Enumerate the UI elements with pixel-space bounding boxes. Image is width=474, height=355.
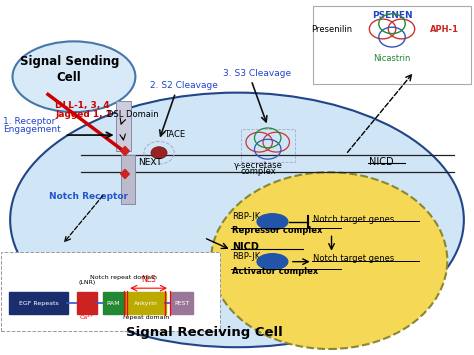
Text: Notch Receptor: Notch Receptor bbox=[49, 192, 128, 201]
FancyBboxPatch shape bbox=[77, 292, 97, 314]
Text: (LNR): (LNR) bbox=[78, 280, 95, 285]
Text: APH-1: APH-1 bbox=[430, 25, 459, 34]
Text: Jagged 1, 2: Jagged 1, 2 bbox=[55, 110, 112, 119]
FancyBboxPatch shape bbox=[313, 6, 471, 84]
Text: DSL Domain: DSL Domain bbox=[107, 110, 159, 119]
Polygon shape bbox=[121, 146, 129, 155]
Text: NICD: NICD bbox=[369, 157, 394, 166]
Text: Notch repeat domain: Notch repeat domain bbox=[90, 275, 157, 280]
FancyBboxPatch shape bbox=[171, 292, 193, 314]
Text: γ-secretase: γ-secretase bbox=[234, 160, 283, 170]
Text: Signal Sending
Cell: Signal Sending Cell bbox=[19, 55, 119, 84]
Text: Ankyrin: Ankyrin bbox=[134, 301, 158, 306]
FancyBboxPatch shape bbox=[1, 252, 220, 331]
Text: Repressor complex: Repressor complex bbox=[232, 226, 323, 235]
Text: Ca²⁺: Ca²⁺ bbox=[80, 315, 94, 320]
Text: NEXT: NEXT bbox=[138, 158, 162, 167]
Text: 1. Receptor: 1. Receptor bbox=[3, 117, 55, 126]
Polygon shape bbox=[117, 102, 131, 151]
Ellipse shape bbox=[12, 42, 136, 112]
Text: DLL-1, 3, 4: DLL-1, 3, 4 bbox=[55, 101, 109, 110]
Text: 3. S3 Cleavage: 3. S3 Cleavage bbox=[223, 69, 291, 78]
Ellipse shape bbox=[10, 93, 464, 347]
Text: TACE: TACE bbox=[164, 130, 185, 138]
Text: RBP-JK: RBP-JK bbox=[232, 212, 261, 221]
Text: Notch target genes: Notch target genes bbox=[313, 254, 394, 263]
Text: NICD: NICD bbox=[232, 242, 259, 252]
FancyBboxPatch shape bbox=[103, 292, 125, 314]
Text: Presenilin: Presenilin bbox=[311, 25, 352, 34]
Text: PEST: PEST bbox=[174, 301, 190, 306]
Text: PSENEN: PSENEN bbox=[372, 11, 412, 20]
Text: EGF Repeats: EGF Repeats bbox=[18, 301, 58, 306]
Text: NLS: NLS bbox=[141, 275, 156, 284]
Text: Notch target genes: Notch target genes bbox=[313, 215, 394, 224]
Circle shape bbox=[151, 147, 167, 159]
Text: Signal Receiving Cell: Signal Receiving Cell bbox=[126, 326, 283, 339]
Text: complex: complex bbox=[240, 167, 276, 176]
Ellipse shape bbox=[257, 254, 288, 269]
Text: 2. S2 Cleavage: 2. S2 Cleavage bbox=[150, 81, 218, 90]
Text: Nicastrin: Nicastrin bbox=[374, 54, 410, 64]
Polygon shape bbox=[121, 169, 129, 179]
Text: Engagement: Engagement bbox=[3, 125, 61, 134]
Ellipse shape bbox=[211, 172, 447, 349]
Polygon shape bbox=[121, 154, 136, 204]
Text: RAM: RAM bbox=[107, 301, 120, 306]
Text: repeat domain: repeat domain bbox=[123, 315, 169, 320]
Ellipse shape bbox=[257, 214, 288, 230]
FancyBboxPatch shape bbox=[127, 292, 166, 314]
Text: Activator complex: Activator complex bbox=[232, 267, 319, 276]
Text: RBP-JK: RBP-JK bbox=[232, 251, 261, 261]
FancyBboxPatch shape bbox=[9, 292, 68, 314]
